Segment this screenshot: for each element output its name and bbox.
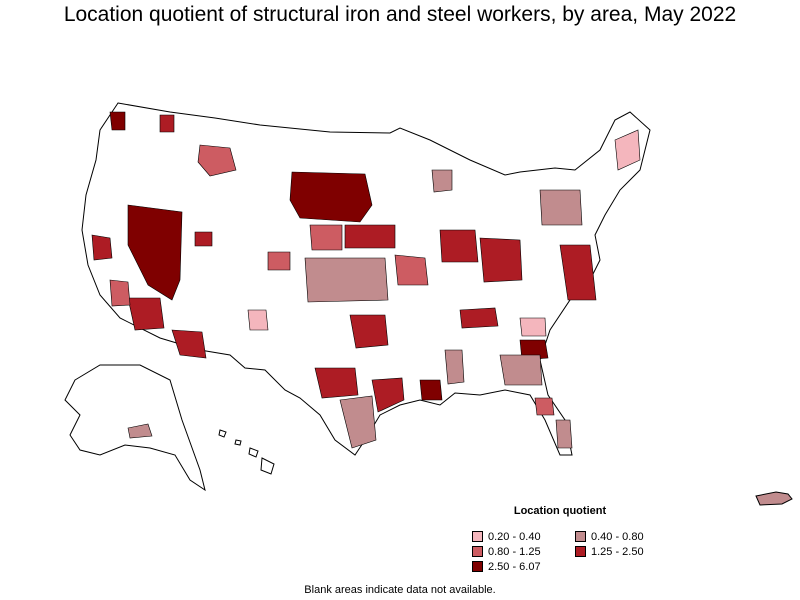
area-north-dakota-south-dakota [289, 171, 373, 223]
area-michigan [431, 169, 453, 193]
area-pennsylvania [539, 189, 583, 226]
legend-label-4: 2.50 - 6.07 [488, 560, 541, 573]
area-florida-east [555, 419, 573, 449]
area-maine [614, 129, 641, 171]
area-arizona-south [127, 297, 165, 331]
legend-title: Location quotient [513, 505, 607, 517]
area-new-mexico [247, 309, 269, 331]
area-utah [194, 231, 213, 247]
area-washington-west [109, 111, 126, 131]
legend-label-2: 0.80 - 1.25 [488, 545, 541, 558]
legend-swatch-1 [575, 531, 586, 542]
legend-label-0: 0.20 - 0.40 [488, 530, 541, 543]
legend-swatch-4 [472, 561, 483, 572]
area-colorado [267, 251, 291, 271]
legend-item-1: 0.40 - 0.80 [575, 530, 644, 543]
area-oklahoma [349, 314, 389, 349]
area-florida-west [534, 397, 555, 416]
area-montana-west [197, 144, 237, 177]
area-iowa [344, 224, 396, 249]
hawaii-outline [218, 429, 275, 475]
area-kansas [304, 257, 389, 303]
legend-label-3: 1.25 - 2.50 [591, 545, 644, 558]
area-illinois-indiana [439, 229, 479, 263]
legend-swatch-2 [472, 546, 483, 557]
area-texas-gulf [339, 395, 377, 449]
area-alaska-south [127, 423, 153, 439]
area-nebraska-east [309, 224, 343, 251]
legend-swatch-3 [575, 546, 586, 557]
data-availability-note: Blank areas indicate data not available. [304, 584, 496, 596]
legend-item-0: 0.20 - 0.40 [472, 530, 541, 543]
area-tennessee [459, 307, 499, 329]
legend-grid: 0.20 - 0.40 0.40 - 0.80 0.80 - 1.25 1.25… [462, 530, 682, 573]
legend-item-3: 1.25 - 2.50 [575, 545, 644, 558]
legend-label-1: 0.40 - 0.80 [591, 530, 644, 543]
legend-swatch-0 [472, 531, 483, 542]
area-missouri [394, 254, 429, 286]
area-california-south [109, 279, 131, 307]
area-washington-east [159, 114, 175, 133]
area-ohio-kentucky [479, 237, 523, 283]
area-arizona-southeast [171, 329, 207, 359]
area-south-carolina [519, 317, 547, 337]
puerto-rico-outline [755, 491, 793, 506]
area-texas-central [314, 367, 359, 399]
area-california-north [91, 234, 113, 261]
area-virginia [559, 244, 597, 301]
legend-item-2: 0.80 - 1.25 [472, 545, 541, 558]
legend: Location quotient 0.20 - 0.40 0.40 - 0.8… [462, 505, 682, 573]
area-louisiana [419, 379, 443, 401]
area-georgia [499, 354, 543, 386]
area-texas-east [371, 377, 405, 413]
legend-item-4: 2.50 - 6.07 [472, 560, 541, 573]
area-nevada [127, 204, 183, 301]
map-title: Location quotient of structural iron and… [63, 3, 737, 26]
area-mississippi-south [444, 349, 465, 385]
